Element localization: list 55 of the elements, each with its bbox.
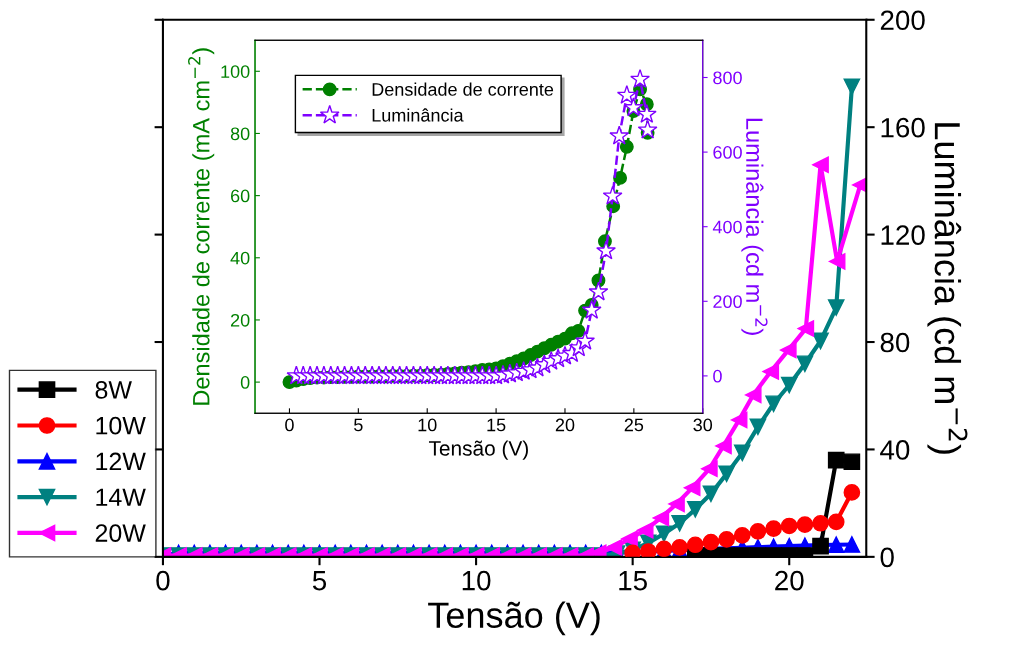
- y-tick-label: 120: [881, 225, 925, 245]
- y2-tick-label: 0: [713, 369, 722, 383]
- y-tick-label: 160: [881, 117, 925, 138]
- x-tick-label: 15: [619, 571, 647, 591]
- y2-tick-label: 400: [712, 220, 742, 234]
- x-axis-title: Tensão (V): [428, 440, 528, 460]
- legend-label: 14W: [96, 488, 146, 506]
- y-tick-label: 20: [230, 313, 250, 327]
- y2-tick-label: 200: [713, 295, 742, 309]
- legend-label: Luminância: [372, 108, 464, 122]
- y-tick-label: 0: [880, 547, 894, 568]
- point: [609, 125, 630, 145]
- point: [575, 330, 596, 350]
- y-axis-title: Densidade de corrente (mA cm$^{−2}$): [188, 48, 215, 405]
- x-tick-label: 15: [487, 418, 506, 432]
- point: [619, 139, 634, 154]
- y-tick-label: 200: [880, 10, 925, 31]
- legend-label: 20W: [95, 524, 146, 542]
- point: [630, 68, 650, 88]
- point: [588, 281, 609, 301]
- x-axis-title: Tensão (V): [428, 601, 600, 636]
- point: [596, 240, 616, 260]
- point: [623, 97, 644, 117]
- point: [581, 299, 602, 319]
- point: [571, 323, 586, 338]
- legend-label: 10W: [96, 416, 146, 435]
- point: [636, 104, 657, 123]
- x-tick-label: 0: [285, 418, 294, 432]
- y-tick-label: 80: [230, 127, 250, 141]
- y2-axis-title: Luminância (cd m$^{−2}$): [741, 118, 768, 335]
- x-tick-label: 30: [693, 418, 713, 432]
- y-tick-label: 80: [880, 332, 910, 353]
- y2-tick-label: 800: [713, 71, 742, 85]
- point: [613, 170, 628, 185]
- point: [616, 84, 637, 104]
- point: [602, 185, 623, 205]
- y-tick-label: 0: [240, 376, 250, 389]
- point: [637, 119, 658, 139]
- x-tick-label: 10: [462, 570, 491, 591]
- legend-label: Densidade de corrente: [372, 82, 554, 96]
- y-tick-label: 40: [230, 251, 250, 265]
- legend-label: 8W: [95, 380, 132, 399]
- x-tick-label: 25: [624, 418, 644, 432]
- x-tick-label: 0: [156, 570, 170, 591]
- x-tick-label: 5: [312, 571, 327, 591]
- y-tick-label: 100: [221, 65, 250, 78]
- legend-label: 12W: [96, 452, 146, 471]
- x-tick-label: 5: [354, 418, 363, 432]
- x-tick-label: 20: [775, 570, 804, 591]
- x-tick-label: 20: [555, 418, 575, 432]
- y2-tick-label: 600: [713, 146, 742, 159]
- y-tick-label: 40: [880, 440, 910, 460]
- y-axis-title: Luminância (cd m$^{−2}$): [927, 123, 968, 454]
- x-tick-label: 10: [418, 418, 437, 432]
- y-tick-label: 60: [231, 189, 250, 203]
